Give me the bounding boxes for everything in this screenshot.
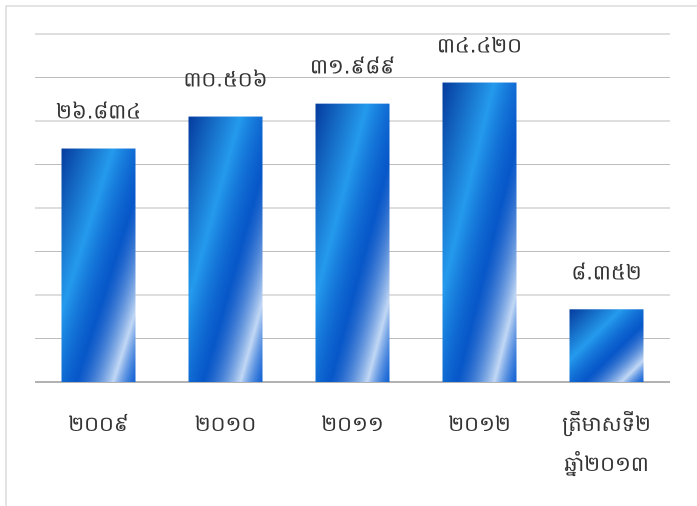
bar-sheen (61, 148, 136, 382)
x-tick-label: ២០០៩ (68, 412, 129, 436)
bar-sheen (442, 82, 517, 383)
x-tick-label: ត្រីមាសទី២ ឆ្នាំ២០១៣ (562, 412, 651, 476)
value-label: ៨.៣៥២ (571, 260, 641, 284)
bar-sheen (569, 309, 644, 382)
value-label: ២៦.៨៣៤ (56, 100, 141, 124)
value-label: ៣១.៩៨៩ (310, 55, 395, 79)
x-tick-label: ២០១២ (448, 412, 511, 436)
value-label: ៣៤.៤២០ (437, 34, 522, 58)
x-tick-label: ២០១០ (194, 412, 257, 436)
x-tick-label: ២០១១ (321, 412, 384, 436)
bar-sheen (188, 116, 263, 382)
chart-frame (5, 5, 697, 506)
value-label: ៣០.៥០៦ (183, 68, 267, 92)
bar-sheen (315, 103, 390, 382)
